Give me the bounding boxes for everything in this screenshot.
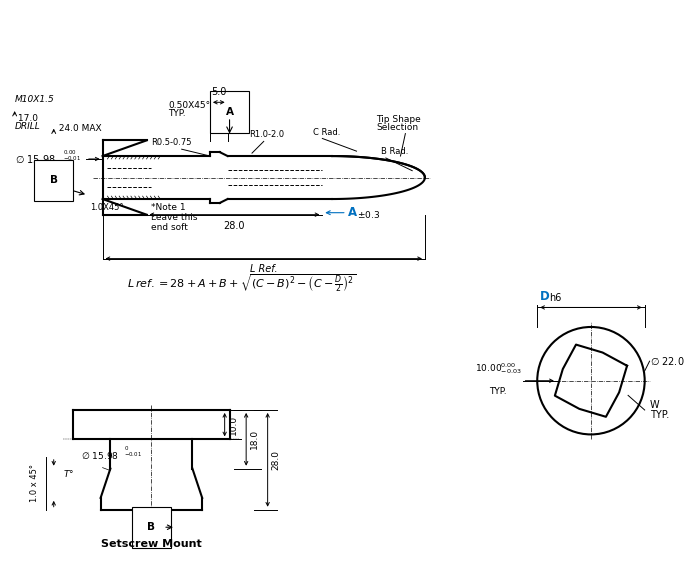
Text: Tip Shape: Tip Shape — [376, 115, 421, 124]
Text: 28.0: 28.0 — [271, 450, 280, 470]
Text: 5.0: 5.0 — [211, 87, 227, 98]
Text: A: A — [225, 107, 234, 117]
Text: *Note 1: *Note 1 — [151, 203, 186, 212]
Text: 1.0 x 45°: 1.0 x 45° — [30, 464, 38, 502]
Text: h6: h6 — [549, 293, 561, 303]
Text: R1.0-2.0: R1.0-2.0 — [249, 131, 284, 139]
Text: end soft: end soft — [151, 223, 188, 232]
Text: 18.0: 18.0 — [250, 429, 259, 449]
Text: C Rad.: C Rad. — [313, 127, 340, 136]
Text: $\pm$0.3: $\pm$0.3 — [357, 209, 380, 220]
Text: M10X1.5: M10X1.5 — [14, 95, 54, 105]
Text: B: B — [148, 522, 155, 532]
Text: TYP.: TYP. — [489, 387, 507, 396]
Text: 0.50X45°: 0.50X45° — [168, 101, 210, 110]
Text: B Rad.: B Rad. — [381, 147, 408, 156]
Text: 1.0X45°: 1.0X45° — [90, 203, 124, 212]
Text: DRILL: DRILL — [14, 122, 41, 131]
Text: 28.0: 28.0 — [224, 222, 245, 232]
Text: $\varnothing$ 15.98: $\varnothing$ 15.98 — [14, 153, 56, 165]
Text: $\mathbf{A}$: $\mathbf{A}$ — [347, 206, 358, 219]
Text: $10.00^{0.00}_{-0.03}$: $10.00^{0.00}_{-0.03}$ — [475, 361, 521, 376]
Text: L Ref.: L Ref. — [250, 265, 278, 274]
Text: Leave this: Leave this — [151, 213, 198, 222]
Text: 17.0: 17.0 — [14, 114, 38, 123]
Text: Setscrew Mount: Setscrew Mount — [101, 539, 202, 549]
Text: $T°$: $T°$ — [63, 468, 74, 479]
Text: $^{0}_{-0.01}$: $^{0}_{-0.01}$ — [124, 445, 142, 460]
Text: $^{0.00}_{-0.01}$: $^{0.00}_{-0.01}$ — [63, 148, 82, 162]
Text: $\mathbf{D}$: $\mathbf{D}$ — [539, 290, 550, 303]
Text: B: B — [49, 176, 58, 186]
Text: 24.0 MAX: 24.0 MAX — [56, 124, 101, 133]
Text: TYP.: TYP. — [168, 109, 185, 118]
Text: W: W — [650, 400, 660, 410]
Text: TYP.: TYP. — [650, 410, 669, 420]
Text: $\varnothing$ 22.0: $\varnothing$ 22.0 — [650, 355, 684, 367]
Text: Selection: Selection — [376, 123, 418, 132]
Text: $\varnothing$ 15.98: $\varnothing$ 15.98 — [81, 450, 119, 461]
Text: R0.5-0.75: R0.5-0.75 — [151, 138, 192, 147]
Text: 10.0: 10.0 — [229, 415, 238, 435]
Text: $L\,ref.= 28 + A + B + \sqrt{(C-B)^2-\left(C-\frac{D}{2}\right)^2}$: $L\,ref.= 28 + A + B + \sqrt{(C-B)^2-\le… — [127, 272, 357, 294]
